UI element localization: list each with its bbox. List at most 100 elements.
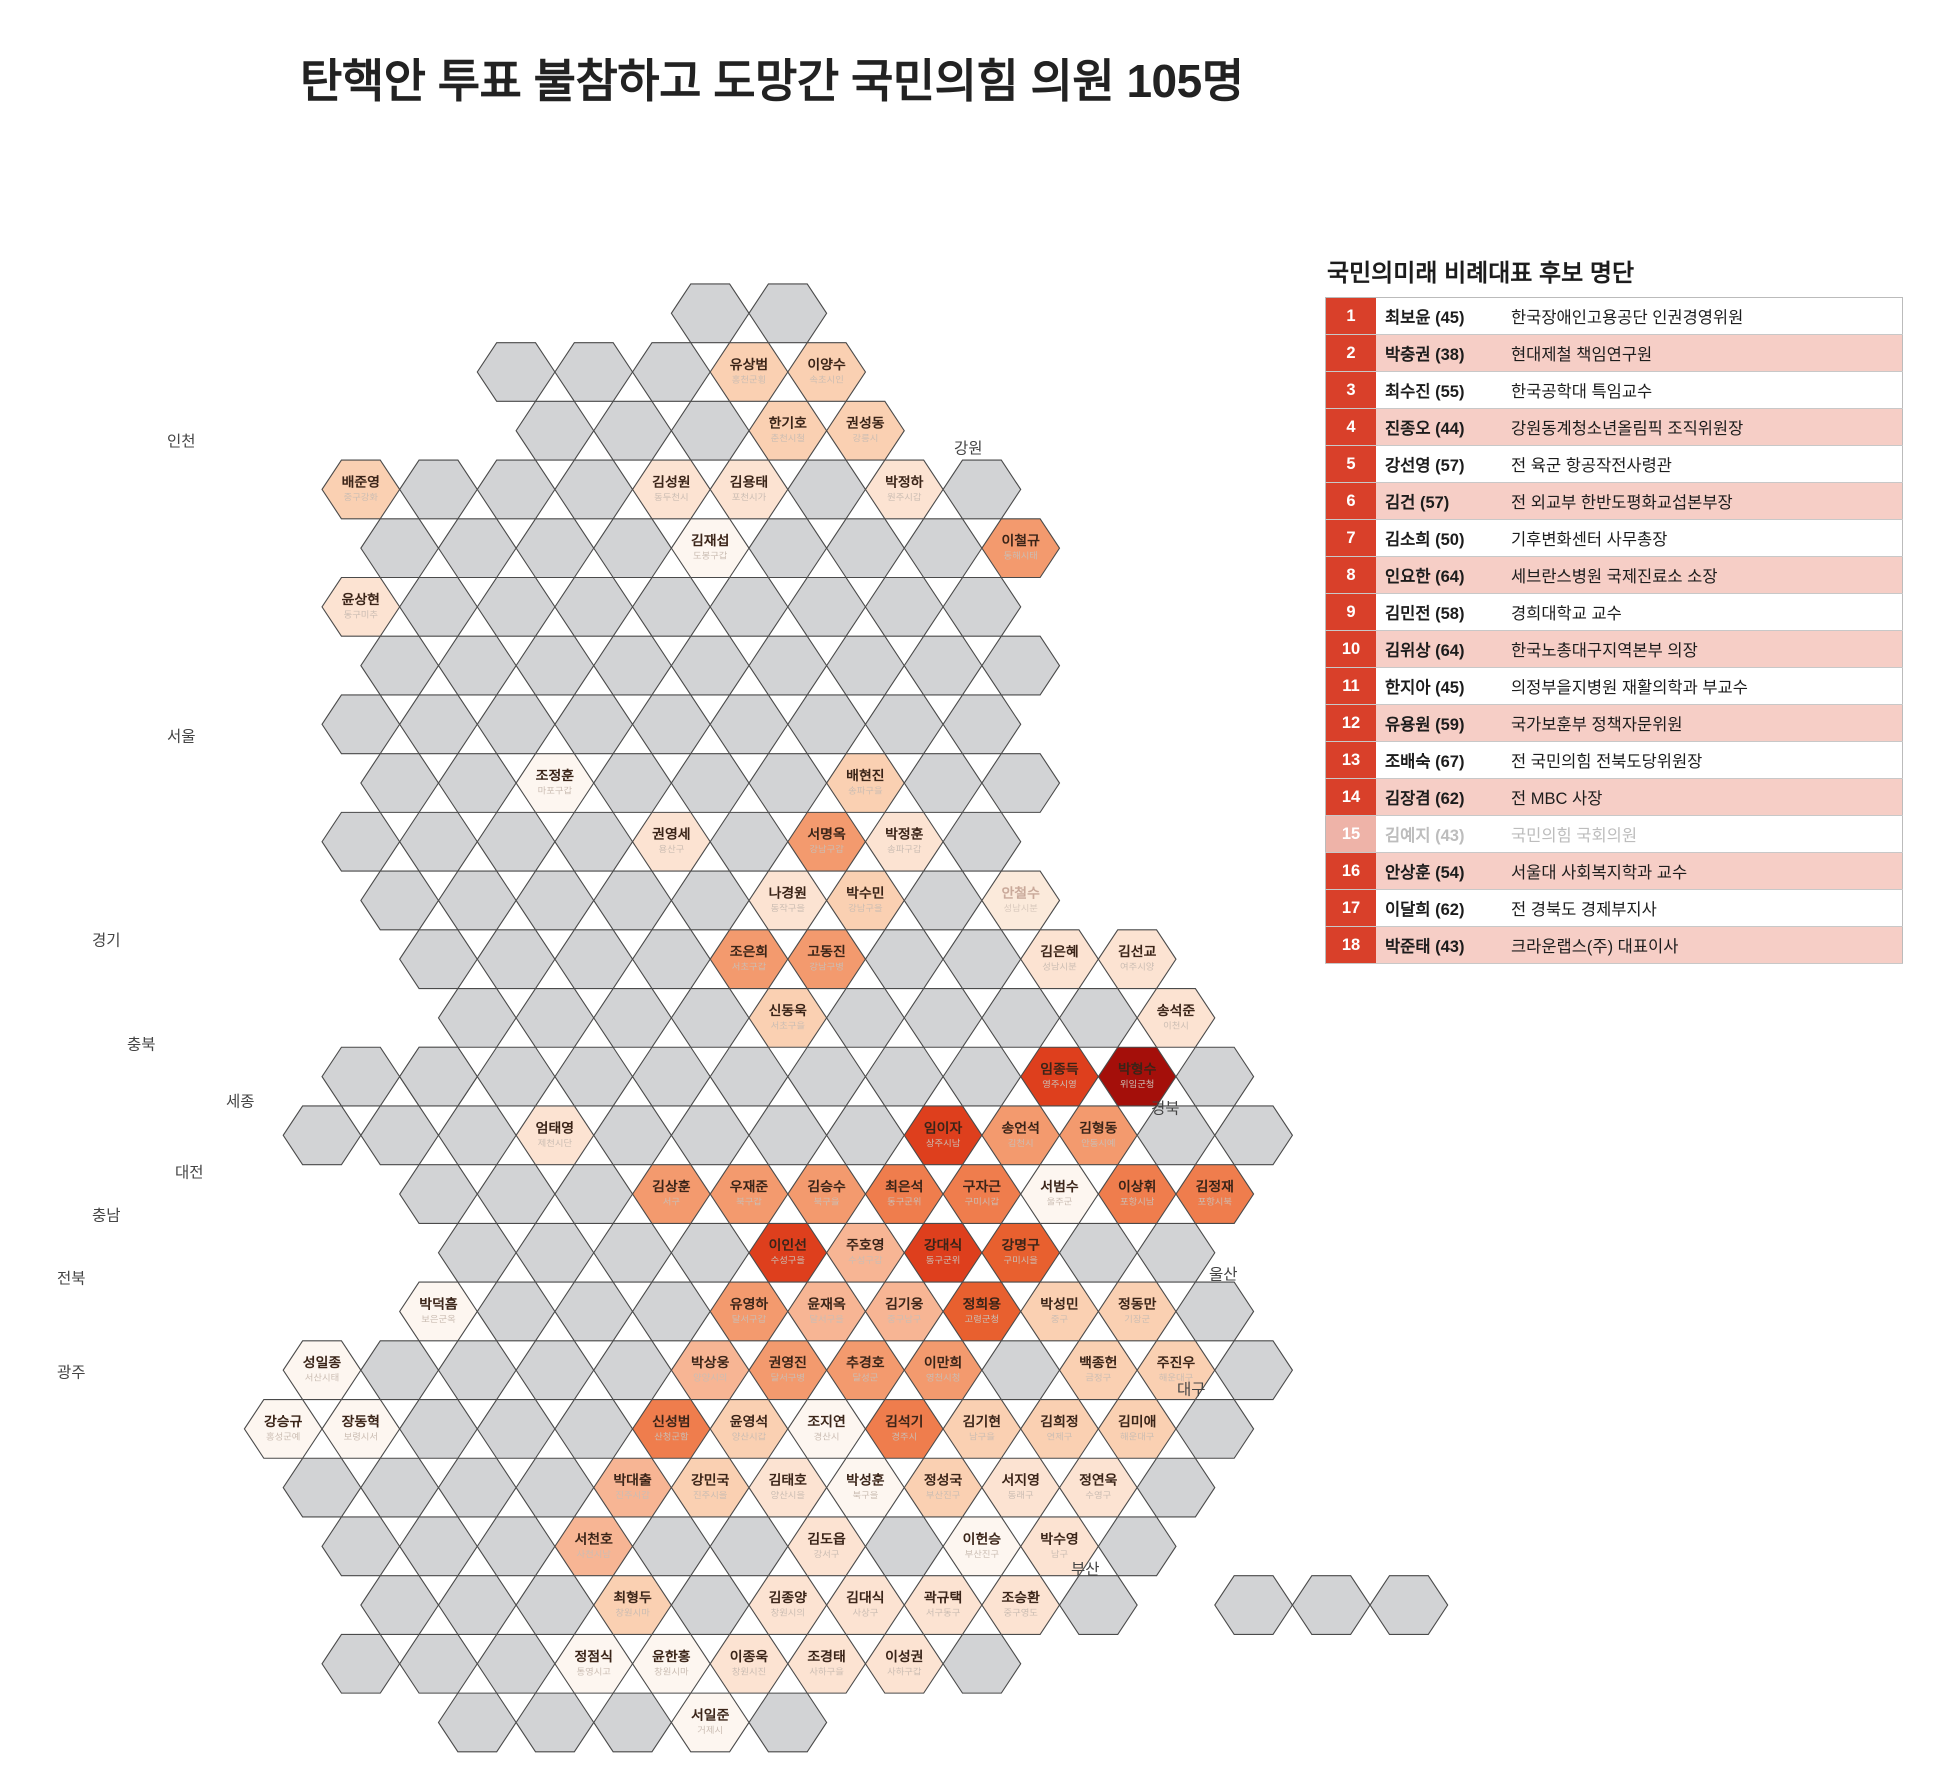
svg-text:안철수: 안철수 xyxy=(1002,885,1040,900)
svg-text:이만희: 이만희 xyxy=(924,1355,962,1370)
svg-text:서명옥: 서명옥 xyxy=(807,827,845,842)
svg-text:제천시단: 제천시단 xyxy=(538,1138,572,1148)
svg-text:이천시: 이천시 xyxy=(1163,1020,1189,1030)
svg-text:거제시: 거제시 xyxy=(697,1725,723,1735)
svg-text:배준영: 배준영 xyxy=(342,474,380,489)
svg-text:대전: 대전 xyxy=(175,1163,204,1181)
svg-text:이상휘: 이상휘 xyxy=(1118,1179,1156,1194)
svg-text:김기웅: 김기웅 xyxy=(885,1297,923,1312)
svg-text:용산구: 용산구 xyxy=(659,844,685,854)
svg-text:서구동구: 서구동구 xyxy=(926,1608,960,1618)
svg-text:수영구: 수영구 xyxy=(1085,1490,1111,1500)
svg-text:창원시진: 창원시진 xyxy=(732,1666,766,1676)
svg-text:북구갑: 북구갑 xyxy=(736,1196,762,1207)
svg-text:경기: 경기 xyxy=(92,931,121,949)
svg-text:대구: 대구 xyxy=(1177,1380,1206,1398)
svg-text:창원시마: 창원시마 xyxy=(615,1608,649,1618)
svg-text:부산: 부산 xyxy=(1071,1560,1100,1578)
svg-text:김선교: 김선교 xyxy=(1118,944,1156,959)
svg-text:보은군옥: 보은군옥 xyxy=(421,1314,455,1324)
svg-text:김용태: 김용태 xyxy=(730,474,768,489)
svg-text:김천시: 김천시 xyxy=(1008,1137,1034,1148)
svg-text:김희정: 김희정 xyxy=(1040,1414,1078,1429)
svg-text:울산: 울산 xyxy=(1209,1265,1238,1283)
svg-text:산청군함: 산청군함 xyxy=(654,1431,688,1441)
svg-text:김재섭: 김재섭 xyxy=(691,533,729,548)
svg-text:박상웅: 박상웅 xyxy=(691,1355,729,1370)
svg-text:연제구: 연제구 xyxy=(1047,1431,1073,1441)
svg-text:춘천시철: 춘천시철 xyxy=(771,433,805,443)
svg-text:김성원: 김성원 xyxy=(652,474,690,489)
svg-text:경주시: 경주시 xyxy=(891,1430,917,1441)
svg-text:달서구을: 달서구을 xyxy=(809,1313,843,1324)
svg-text:사천시남: 사천시남 xyxy=(577,1549,611,1559)
svg-text:윤영석: 윤영석 xyxy=(730,1414,768,1429)
svg-text:경산시: 경산시 xyxy=(814,1430,840,1441)
svg-text:임이자: 임이자 xyxy=(924,1120,962,1135)
svg-text:주진우: 주진우 xyxy=(1157,1355,1195,1370)
svg-text:광주: 광주 xyxy=(57,1363,86,1381)
svg-text:강남구갑: 강남구갑 xyxy=(809,843,843,854)
svg-text:구미시을: 구미시을 xyxy=(1004,1255,1038,1265)
svg-text:서산시태: 서산시태 xyxy=(305,1373,339,1383)
svg-text:부산진구: 부산진구 xyxy=(965,1549,999,1559)
svg-text:성남시분: 성남시분 xyxy=(1004,903,1038,913)
svg-text:양산시갑: 양산시갑 xyxy=(732,1430,766,1441)
svg-text:정점식: 정점식 xyxy=(575,1649,613,1664)
svg-text:충남: 충남 xyxy=(92,1206,121,1224)
svg-text:정동만: 정동만 xyxy=(1118,1297,1156,1312)
svg-text:조승환: 조승환 xyxy=(1002,1590,1040,1605)
svg-text:동구군위: 동구군위 xyxy=(887,1197,921,1207)
svg-text:중구영도: 중구영도 xyxy=(1004,1608,1038,1618)
svg-text:사하구갑: 사하구갑 xyxy=(887,1665,921,1676)
svg-text:윤상현: 윤상현 xyxy=(342,592,380,607)
svg-text:중구: 중구 xyxy=(1051,1314,1068,1324)
svg-text:박수민: 박수민 xyxy=(846,885,884,900)
svg-text:송언석: 송언석 xyxy=(1002,1120,1040,1135)
svg-text:양양시의: 양양시의 xyxy=(693,1373,727,1383)
svg-text:동두천시: 동두천시 xyxy=(654,492,688,502)
svg-text:백종헌: 백종헌 xyxy=(1079,1355,1117,1370)
svg-text:해운대구: 해운대구 xyxy=(1120,1431,1154,1441)
svg-text:안동시예: 안동시예 xyxy=(1081,1138,1115,1148)
svg-text:조정훈: 조정훈 xyxy=(536,768,574,783)
svg-text:이양수: 이양수 xyxy=(807,357,845,372)
svg-text:김정재: 김정재 xyxy=(1196,1179,1234,1194)
svg-text:도봉구갑: 도봉구갑 xyxy=(693,550,727,561)
svg-text:남구을: 남구을 xyxy=(969,1431,995,1441)
svg-text:임종득: 임종득 xyxy=(1040,1062,1078,1077)
svg-text:엄태영: 엄태영 xyxy=(536,1120,574,1135)
svg-text:송파구갑: 송파구갑 xyxy=(887,843,921,854)
svg-text:이헌승: 이헌승 xyxy=(963,1531,1001,1546)
svg-text:곽규택: 곽규택 xyxy=(924,1590,962,1605)
svg-text:동구미추: 동구미추 xyxy=(344,609,378,619)
svg-text:포항시남: 포항시남 xyxy=(1120,1197,1154,1207)
svg-text:김은혜: 김은혜 xyxy=(1040,944,1078,959)
svg-text:한기호: 한기호 xyxy=(769,416,807,431)
svg-text:김형동: 김형동 xyxy=(1079,1120,1117,1135)
svg-text:이인선: 이인선 xyxy=(769,1238,807,1253)
svg-text:창원시의: 창원시의 xyxy=(771,1608,805,1618)
svg-text:전북: 전북 xyxy=(57,1269,86,1287)
svg-text:신성범: 신성범 xyxy=(652,1414,690,1429)
svg-text:포천시가: 포천시가 xyxy=(732,492,766,502)
svg-text:성일종: 성일종 xyxy=(303,1355,341,1370)
svg-text:고동진: 고동진 xyxy=(807,944,845,959)
svg-text:강대식: 강대식 xyxy=(924,1238,962,1253)
svg-text:통영시고: 통영시고 xyxy=(577,1666,611,1676)
svg-text:최형두: 최형두 xyxy=(613,1590,651,1605)
svg-text:박대출: 박대출 xyxy=(613,1473,651,1488)
svg-text:정희용: 정희용 xyxy=(963,1297,1001,1312)
svg-text:유상범: 유상범 xyxy=(730,357,768,372)
svg-text:홍천군횡: 홍천군횡 xyxy=(732,374,766,385)
svg-text:배현진: 배현진 xyxy=(846,768,884,783)
svg-text:사상구: 사상구 xyxy=(853,1608,879,1618)
svg-text:김미애: 김미애 xyxy=(1118,1414,1156,1429)
svg-text:마포구갑: 마포구갑 xyxy=(538,785,572,796)
svg-text:이철규: 이철규 xyxy=(1002,533,1040,548)
svg-text:원주시갑: 원주시갑 xyxy=(887,491,921,502)
svg-text:윤재옥: 윤재옥 xyxy=(807,1297,845,1312)
svg-text:박정훈: 박정훈 xyxy=(885,827,923,842)
svg-text:송파구을: 송파구을 xyxy=(848,786,882,796)
svg-text:중구강화: 중구강화 xyxy=(344,492,378,502)
